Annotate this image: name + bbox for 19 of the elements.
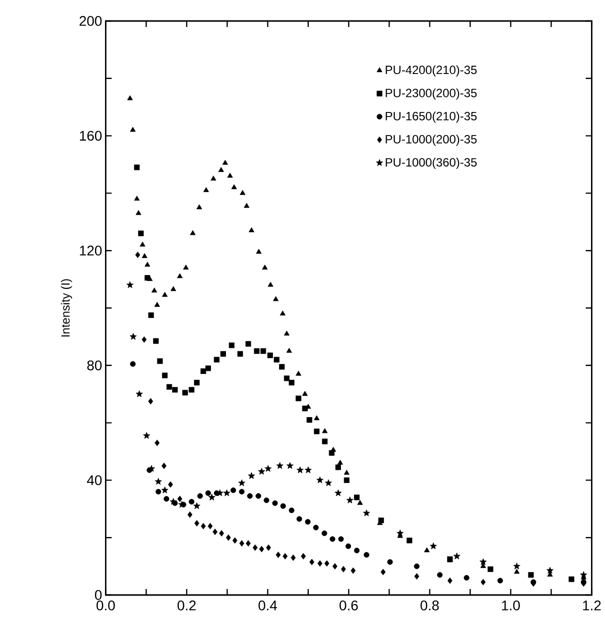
x-tick-label: 0.6 xyxy=(340,600,358,610)
y-tick-label: 40 xyxy=(86,475,102,486)
y-tick-label: 0 xyxy=(94,590,102,600)
x-tick-label: 0.0 xyxy=(96,600,115,610)
y-tick-label: 160 xyxy=(80,130,102,141)
legend-label: PU-1000(200)-35 xyxy=(386,134,477,146)
x-tick-label: 1.0 xyxy=(502,600,520,610)
y-tick-label: 120 xyxy=(80,246,102,256)
y-tick-label: 80 xyxy=(87,360,102,370)
x-tick-label: 0.4 xyxy=(258,600,277,610)
y-axis-title: Intensity (I) xyxy=(60,279,72,336)
x-tick-label: 1.2 xyxy=(583,600,601,610)
legend-label: PU-2300(200)-35 xyxy=(386,88,477,100)
legend-label: PU-4200(210)-35 xyxy=(386,65,477,76)
y-tick-label: 200 xyxy=(80,16,102,26)
x-tick-label: 0.2 xyxy=(178,600,196,610)
x-tick-label: 0.8 xyxy=(420,600,439,610)
legend-label: PU-1650(210)-35 xyxy=(386,112,477,123)
legend-label: PU-1000(360)-35 xyxy=(386,158,477,169)
